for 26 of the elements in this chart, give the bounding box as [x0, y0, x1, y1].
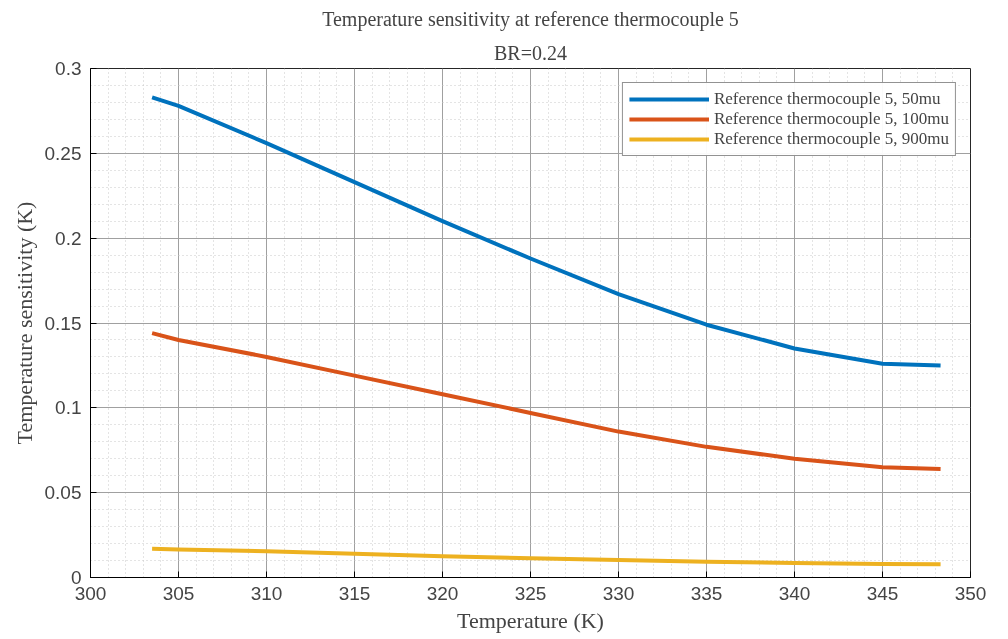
x-tick-label: 350 — [954, 582, 987, 604]
x-tick-label: 315 — [338, 582, 371, 604]
x-tick-label: 340 — [778, 582, 811, 604]
line-series — [150, 546, 943, 567]
y-tick-label: 0.1 — [55, 397, 82, 419]
x-tick-label: 305 — [162, 582, 195, 604]
x-tick-label: 325 — [514, 582, 547, 604]
x-tick-label: 330 — [602, 582, 635, 604]
y-axis-title: Temperature sensitivity (K) — [11, 201, 37, 445]
y-tick-label: 0.15 — [44, 312, 82, 334]
y-tick-label: 0 — [70, 567, 82, 588]
legend-label: Reference thermocouple 5, 900mu — [713, 129, 949, 149]
y-tick-label: 0.05 — [44, 482, 82, 504]
line-series — [150, 331, 943, 471]
x-axis-title: Temperature (K) — [457, 607, 604, 633]
x-tick-label: 310 — [250, 582, 283, 604]
legend-label: Reference thermocouple 5, 100mu — [713, 109, 949, 129]
x-tick-label: 335 — [690, 582, 723, 604]
x-tick-label: 345 — [866, 582, 899, 604]
chart-title: Temperature sensitivity at reference thermocouple 5 — [322, 7, 739, 31]
y-tick-label: 0.25 — [44, 142, 82, 164]
legend-label: Reference thermocouple 5, 50mu — [713, 89, 941, 109]
x-tick-label: 320 — [426, 582, 459, 604]
y-tick-label: 0.2 — [55, 227, 82, 249]
chart-subtitle: BR=0.24 — [494, 41, 567, 64]
y-tick-label: 0.3 — [55, 58, 82, 79]
